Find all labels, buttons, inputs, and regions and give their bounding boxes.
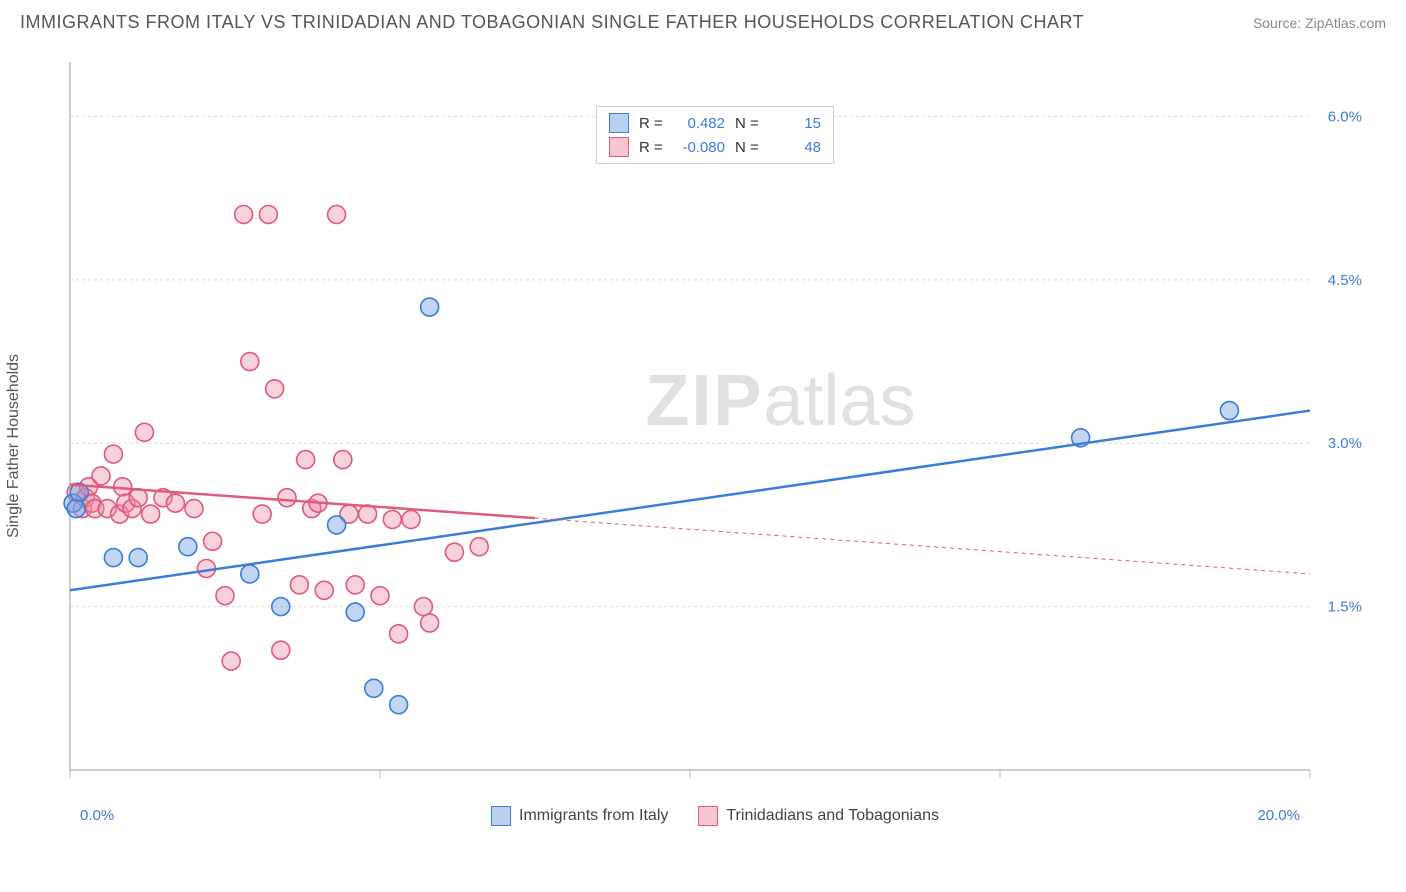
scatter-plot: 1.5% 3.0% 4.5% 6.0% 0.0% 20.0%	[60, 50, 1370, 830]
n-value: 48	[773, 139, 821, 156]
y-axis-label: Single Father Households	[5, 354, 23, 538]
svg-text:20.0%: 20.0%	[1257, 807, 1300, 824]
legend-item: Immigrants from Italy	[491, 806, 668, 826]
legend-item: Trinidadians and Tobagonians	[698, 806, 939, 826]
legend-series: Immigrants from Italy Trinidadians and T…	[491, 806, 939, 826]
title-bar: IMMIGRANTS FROM ITALY VS TRINIDADIAN AND…	[0, 0, 1406, 41]
svg-text:4.5%: 4.5%	[1328, 272, 1362, 289]
legend-swatch-icon	[609, 113, 629, 133]
legend-swatch-icon	[609, 137, 629, 157]
svg-text:1.5%: 1.5%	[1328, 599, 1362, 616]
legend-row: R = 0.482 N = 15	[605, 111, 825, 135]
n-label: N =	[735, 115, 763, 132]
svg-text:0.0%: 0.0%	[80, 807, 114, 824]
r-value: -0.080	[677, 139, 725, 156]
legend-correlation: R = 0.482 N = 15 R = -0.080 N = 48	[596, 106, 834, 164]
r-label: R =	[639, 139, 667, 156]
n-value: 15	[773, 115, 821, 132]
svg-text:3.0%: 3.0%	[1328, 435, 1362, 452]
n-label: N =	[735, 139, 763, 156]
source-label: Source: ZipAtlas.com	[1253, 15, 1386, 31]
legend-row: R = -0.080 N = 48	[605, 135, 825, 159]
legend-swatch-icon	[698, 806, 718, 826]
svg-text:6.0%: 6.0%	[1328, 108, 1362, 125]
r-label: R =	[639, 115, 667, 132]
legend-swatch-icon	[491, 806, 511, 826]
legend-item-label: Immigrants from Italy	[519, 807, 668, 825]
r-value: 0.482	[677, 115, 725, 132]
legend-item-label: Trinidadians and Tobagonians	[726, 807, 939, 825]
chart-area: 1.5%3.0%4.5%6.0%0.0%20.0% ZIPatlas R = 0…	[60, 50, 1370, 830]
chart-title: IMMIGRANTS FROM ITALY VS TRINIDADIAN AND…	[20, 12, 1084, 33]
